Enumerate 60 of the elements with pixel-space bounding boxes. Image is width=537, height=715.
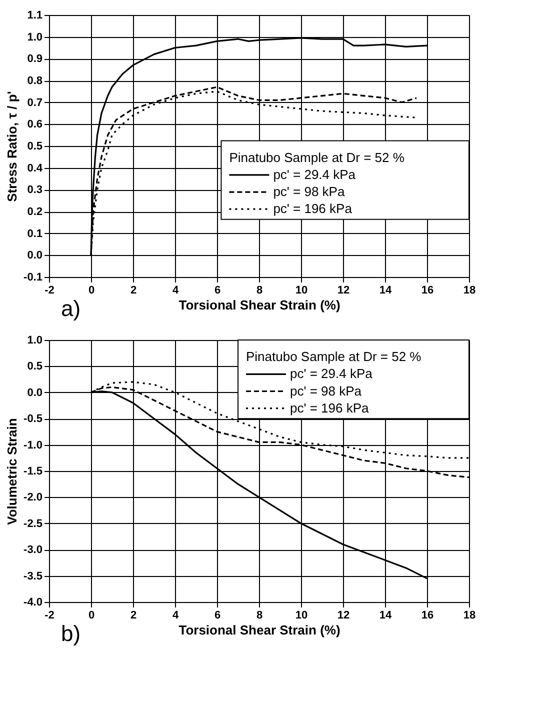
y-tick-label: 1.1 [27,10,42,22]
x-tick-label: 2 [130,284,137,296]
y-tick-label: 0.0 [27,250,42,262]
y-axis-title: Volumetric Strain [4,418,20,525]
legend-label: pc' = 98 kPa [290,383,362,398]
x-tick-label: 14 [379,610,392,622]
x-tick-label: 4 [172,284,180,296]
x-tick-label: 8 [256,284,263,296]
x-tick-label: -2 [44,284,54,296]
y-tick-label: 1.0 [27,334,42,346]
y-tick-label: 0.0 [27,386,42,399]
x-tick-label: 12 [337,284,350,296]
x-tick-label: 0 [88,284,95,296]
y-tick-label: -1.0 [24,439,42,452]
legend-label: pc' = 29.4 kPa [290,366,374,382]
y-tick-label: -3.0 [24,544,42,556]
legend-title: Pinatubo Sample at Dr = 52 % [229,150,405,165]
x-tick-label: 8 [256,610,263,622]
x-tick-label: 14 [379,284,392,296]
legend-label: pc' = 29.4 kPa [273,166,356,182]
y-tick-label: 0.4 [27,162,44,174]
x-tick-label: 6 [214,610,221,622]
x-tick-label: 4 [172,610,180,622]
y-tick-label: -0.1 [24,272,42,284]
x-tick-label: 0 [88,610,95,622]
x-tick-label: 12 [337,610,350,622]
text: a) [61,296,81,321]
x-tick-label: 16 [421,284,434,296]
x-axis-title: Torsional Shear Strain (%) [178,298,340,312]
y-axis-title: Stress Ratio, τ / p' [4,91,20,202]
x-tick-label: 10 [295,284,308,296]
y-tick-label: -0.5 [24,413,42,426]
y-tick-label: 0.8 [27,75,42,87]
y-tick-label: 0.5 [27,360,42,373]
x-tick-label: 6 [214,284,221,296]
y-tick-label: 0.2 [27,206,42,218]
x-tick-label: 2 [130,610,137,622]
legend-title: Pinatubo Sample at Dr = 52 % [246,349,422,364]
y-tick-label: -3.5 [24,570,42,582]
x-tick-label: 16 [421,610,434,622]
y-tick-label: 1.0 [27,31,42,44]
y-tick-label: -4.0 [24,596,42,608]
legend-label: pc' = 196 kPa [273,201,353,216]
x-tick-label: 18 [463,610,476,622]
y-tick-label: -2.0 [24,492,42,504]
x-tick-label: 10 [295,610,308,622]
legend-label: pc' = 196 kPa [290,400,370,416]
y-tick-label: 0.3 [27,184,42,196]
x-axis-title: Torsional Shear Strain (%) [178,622,340,638]
y-tick-label: 0.9 [27,53,42,66]
y-tick-label: -2.5 [24,518,42,530]
text: b) [61,621,81,646]
y-tick-label: 0.1 [27,228,42,240]
y-tick-label: -1.5 [24,466,42,478]
legend-label: pc' = 98 kPa [273,184,346,200]
x-tick-label: 18 [463,284,476,296]
x-tick-label: -2 [44,610,54,622]
y-tick-label: 0.6 [27,118,42,131]
y-tick-label: 0.5 [27,140,42,152]
y-tick-label: 0.7 [27,96,42,109]
